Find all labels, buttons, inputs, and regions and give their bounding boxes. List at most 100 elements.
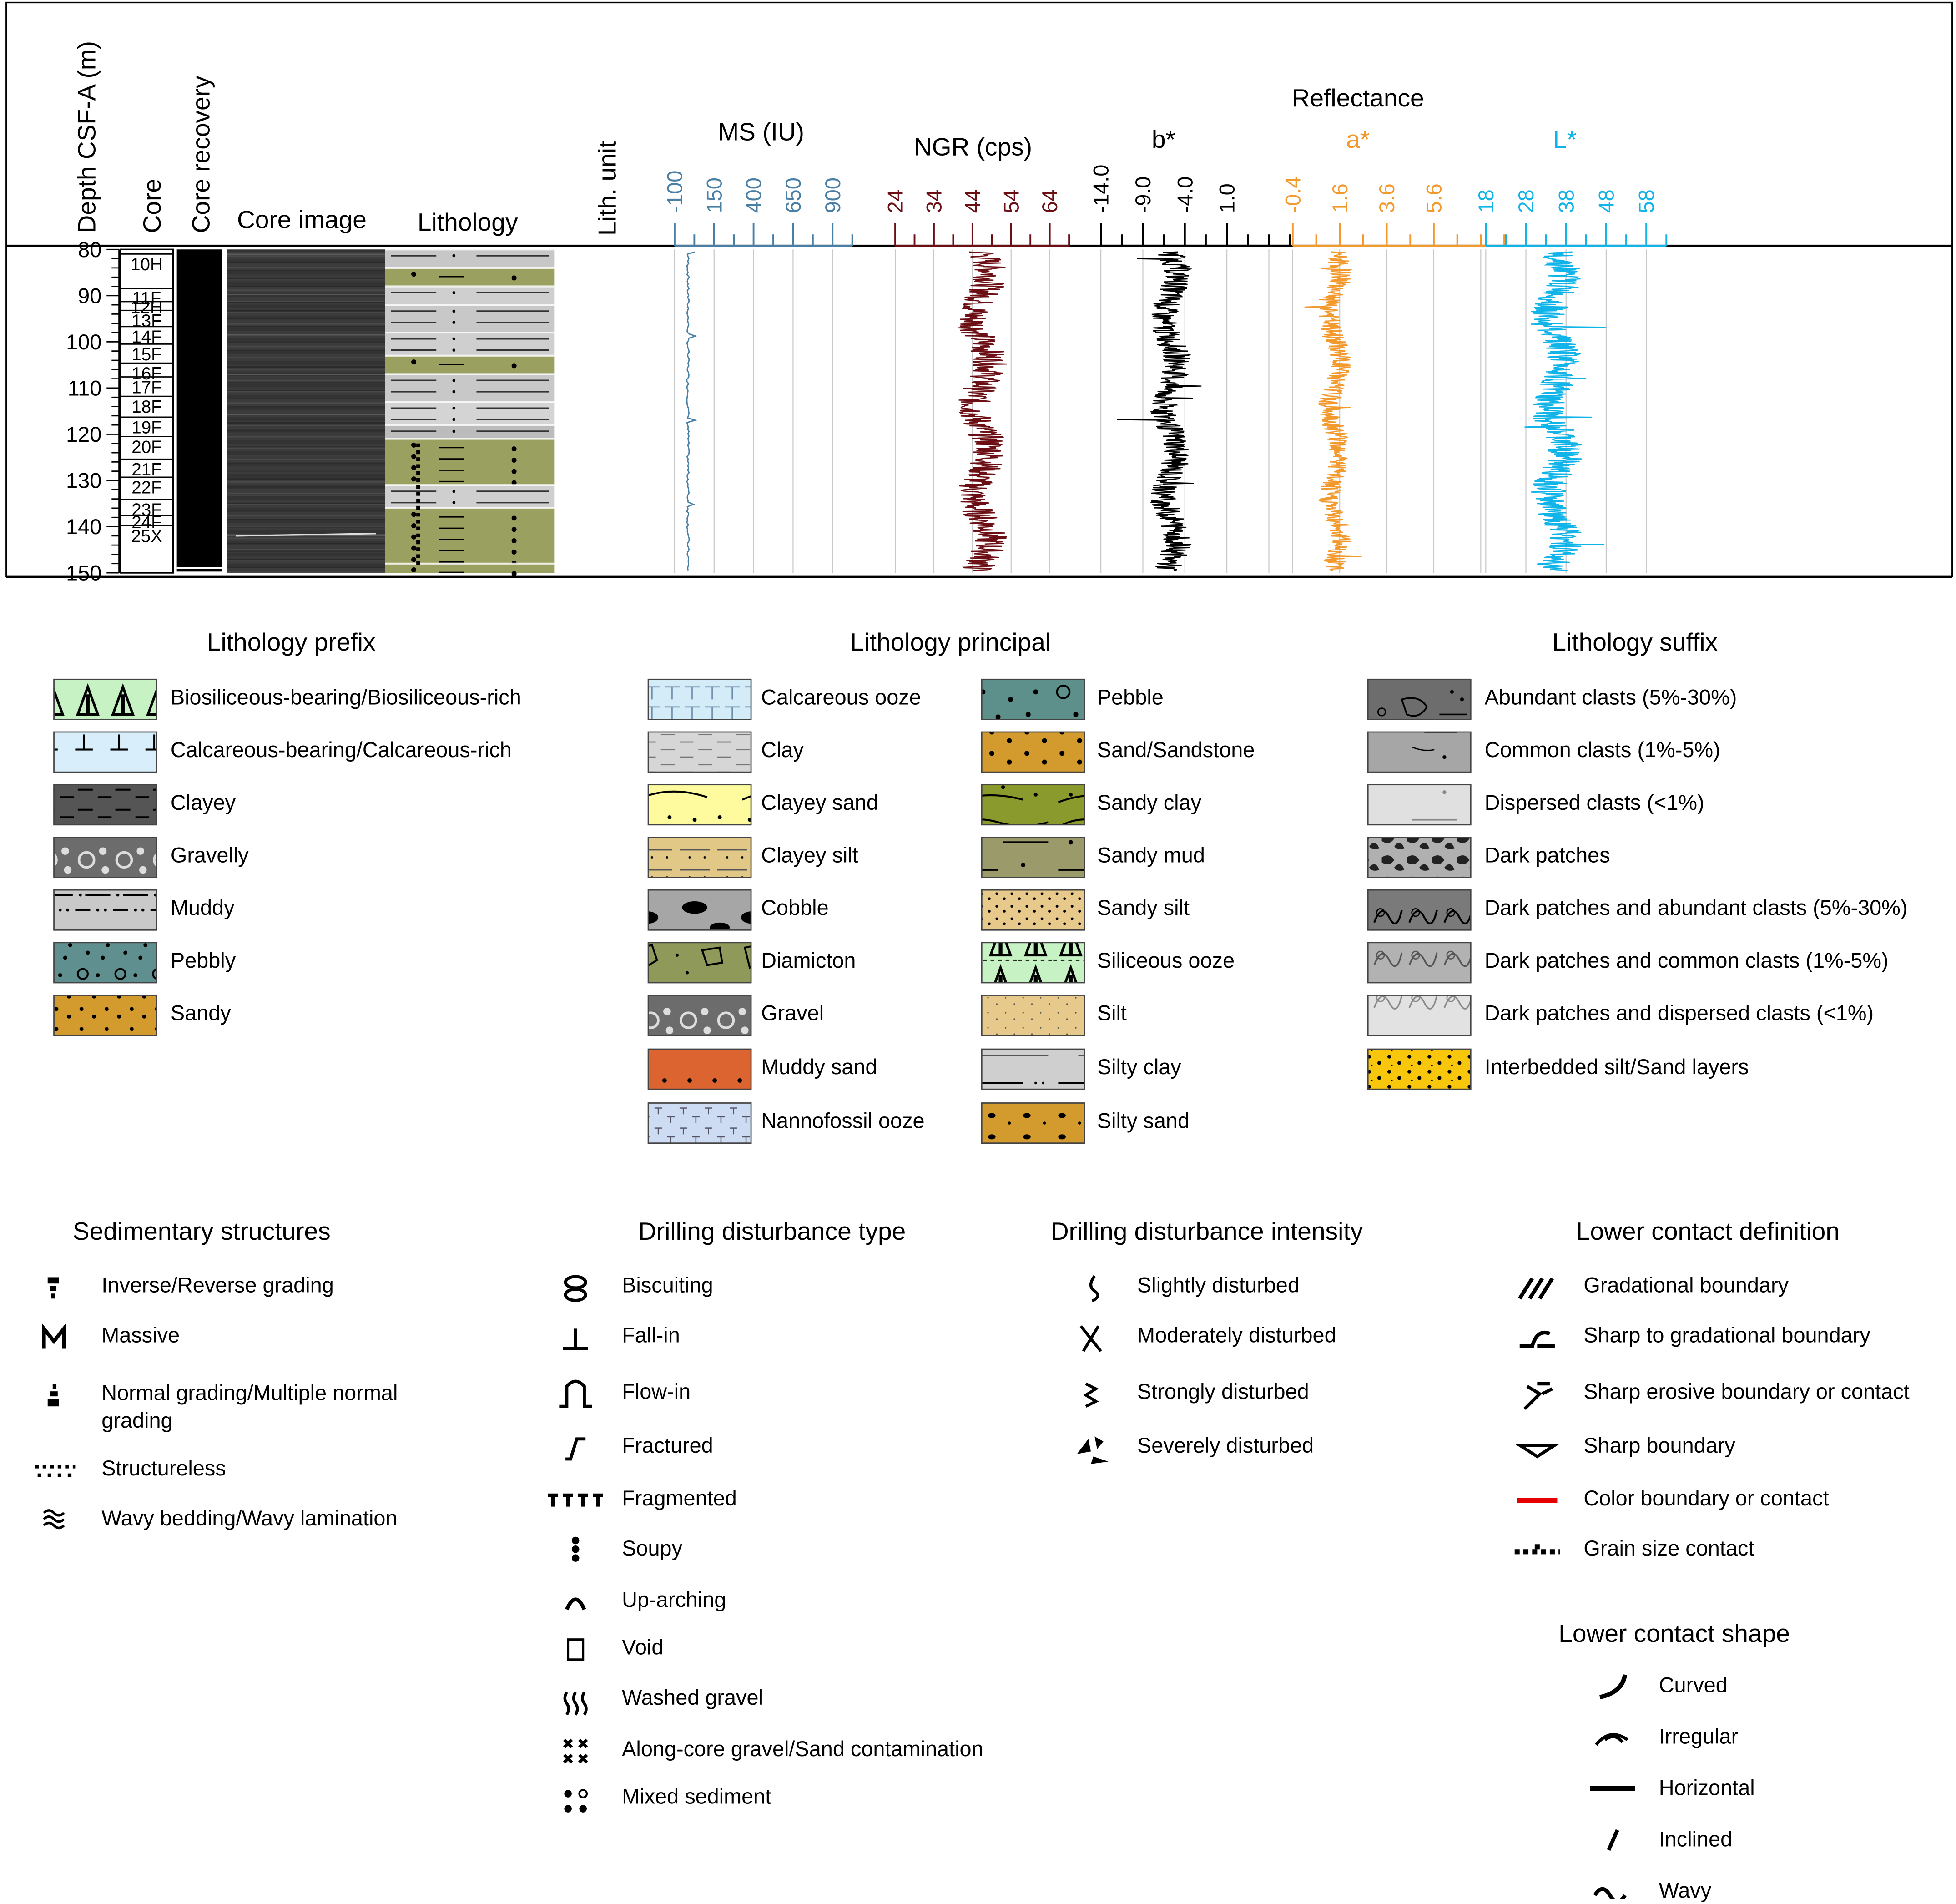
swatch-prefix: [53, 731, 157, 773]
track-data-line: [1304, 251, 1362, 571]
lithology-pattern-dot: [411, 512, 417, 517]
core-label: 13F: [131, 311, 162, 331]
legend-label-lcd: Sharp erosive boundary or contact: [1583, 1380, 1910, 1404]
track-tick-label: 58: [1635, 189, 1659, 213]
legend-label-principal: Siliceous ooze: [1097, 949, 1235, 973]
fragmented-icon: [548, 1493, 603, 1507]
core-recovery-bar: [176, 249, 222, 572]
legend-label-principal: Nannofossil ooze: [761, 1109, 925, 1133]
legend-label-lcs: Inclined: [1659, 1827, 1733, 1852]
curved-icon: [1599, 1674, 1628, 1700]
legend-label-prefix: Muddy: [170, 896, 235, 920]
inclined-icon: [1607, 1829, 1619, 1851]
swatch-principal: [981, 784, 1085, 826]
legend-label-dint: Slightly disturbed: [1137, 1273, 1300, 1298]
legend-label-suffix: Interbedded silt/Sand layers: [1484, 1055, 1749, 1080]
swatch-prefix: [53, 995, 157, 1036]
legend-label-dint: Severely disturbed: [1137, 1434, 1314, 1458]
irregular-icon: [1595, 1733, 1628, 1746]
lithology-pattern-dot: [411, 465, 417, 470]
legend-label-dtype: Along-core gravel/Sand contamination: [622, 1737, 983, 1761]
void-icon: [567, 1638, 585, 1661]
lithology-pattern-dot: [452, 321, 456, 324]
legend-label-principal: Diamicton: [761, 949, 856, 973]
legend-label-prefix: Sandy: [170, 1001, 231, 1025]
legend-label-principal: Sand/Sandstone: [1097, 738, 1255, 763]
legend-label-dtype: Void: [622, 1636, 664, 1660]
lithology-pattern-dot: [452, 254, 456, 258]
legend-label-suffix: Dark patches and abundant clasts (5%-30%…: [1484, 896, 1908, 920]
swatch-prefix: [53, 837, 157, 878]
lithology-pattern-dot: [511, 446, 517, 452]
track-tick-label: 18: [1474, 189, 1498, 213]
lithology-pattern-dot: [411, 523, 417, 528]
core-label: 11F: [132, 289, 161, 308]
lithology-clast: [416, 457, 420, 461]
swatch-prefix: [53, 784, 157, 826]
reflectance-header: Reflectance: [1292, 84, 1424, 112]
core-label: 16F: [131, 364, 162, 384]
legend-label-suffix: Dispersed clasts (<1%): [1484, 791, 1704, 815]
lithology-pattern-dot: [452, 309, 456, 313]
legend-label-suffix: Dark patches: [1484, 843, 1610, 868]
lithology-block: [385, 402, 555, 425]
depth-tick-label: 110: [68, 376, 102, 400]
legend-label-dtype: Fractured: [622, 1434, 713, 1458]
depth-axis: 80 90 100 110 120 130 140 150: [66, 238, 120, 585]
lithology-pattern-dot: [511, 515, 517, 521]
legend-label-suffix: Common clasts (1%-5%): [1484, 738, 1720, 763]
legend-label-dtype: Flow-in: [622, 1380, 691, 1404]
track-tick-label: 1.0: [1215, 183, 1239, 213]
strongly-disturbed-icon: [1083, 1382, 1099, 1408]
swatch-principal: [981, 1048, 1085, 1090]
normal-grading-icon: [47, 1384, 59, 1407]
legend-title-lcs: Lower contact shape: [1558, 1621, 1790, 1648]
track-data-line: [686, 251, 698, 571]
lithology-pattern-dot: [411, 557, 417, 562]
lithology-clast: [416, 513, 420, 517]
core-label: 21F: [131, 460, 162, 480]
track-b*: -14.0 -9.0 -4.0 1.0 b*: [1089, 125, 1291, 573]
core-label: 10H: [131, 255, 163, 274]
lithology-pattern-dot: [511, 469, 517, 474]
lithology-clast: [416, 471, 420, 475]
legend-label-sed: Wavy bedding/Wavy lamination: [101, 1506, 398, 1530]
core-label: 15F: [131, 345, 162, 364]
swatch-principal: [647, 784, 752, 826]
lithology-pattern-dot: [511, 527, 517, 532]
track-title: NGR (cps): [914, 133, 1032, 161]
lithology-clast: [416, 554, 420, 558]
lithology-block: [385, 355, 555, 374]
legend-label-principal: Silty sand: [1097, 1109, 1190, 1133]
lithology-block: [385, 485, 555, 508]
inverse-grading-icon: [47, 1277, 59, 1299]
lithology-pattern-dot: [411, 442, 417, 448]
legend-label-principal: Silty clay: [1097, 1055, 1181, 1080]
legend-label-prefix: Pebbly: [170, 949, 236, 973]
legend-label-principal: Silt: [1097, 1001, 1127, 1025]
track-tick-label: 5.6: [1422, 183, 1446, 213]
gradational-boundary-icon: [1518, 1278, 1554, 1300]
track-tick-label: 900: [821, 177, 845, 213]
legend-label-prefix: Biosiliceous-bearing/Biosiliceous-rich: [170, 686, 521, 710]
depth-header: Depth CSF-A (m): [72, 41, 101, 233]
core-image-header: Core image: [237, 205, 367, 233]
track-title: a*: [1346, 125, 1370, 153]
lithology-clast: [416, 533, 420, 538]
lithology-pattern-dot: [411, 454, 417, 459]
track-tick-label: -9.0: [1131, 177, 1155, 213]
core-boxes: 10H11F12H13F14F15F16F17F18F19F20F21F22F2…: [120, 253, 173, 546]
legend-label-sed: Normal grading/Multiple normal grading: [101, 1381, 398, 1433]
track-tick-label: 44: [961, 189, 984, 213]
core-column: [119, 248, 174, 574]
legend-label-sed: Inverse/Reverse grading: [101, 1273, 334, 1298]
swatch-principal: [981, 889, 1085, 931]
swatch-prefix: [53, 942, 157, 984]
structureless-icon: [35, 1465, 76, 1477]
swatch-principal: [981, 678, 1085, 720]
legend-label-prefix: Calcareous-bearing/Calcareous-rich: [170, 738, 512, 763]
legend-label-principal: Clayey sand: [761, 791, 879, 815]
lithology-block: [385, 305, 555, 333]
lithology-pattern-dot: [452, 406, 456, 410]
legend-label-dtype: Fall-in: [622, 1323, 680, 1348]
